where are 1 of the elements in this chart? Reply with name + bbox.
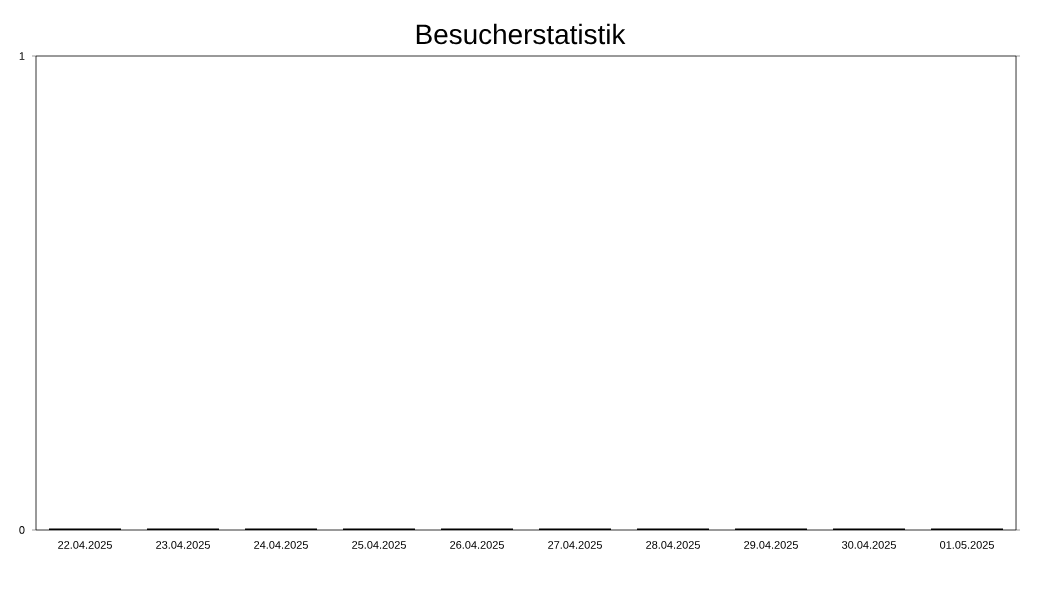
chart-title: Besucherstatistik [416,23,626,45]
